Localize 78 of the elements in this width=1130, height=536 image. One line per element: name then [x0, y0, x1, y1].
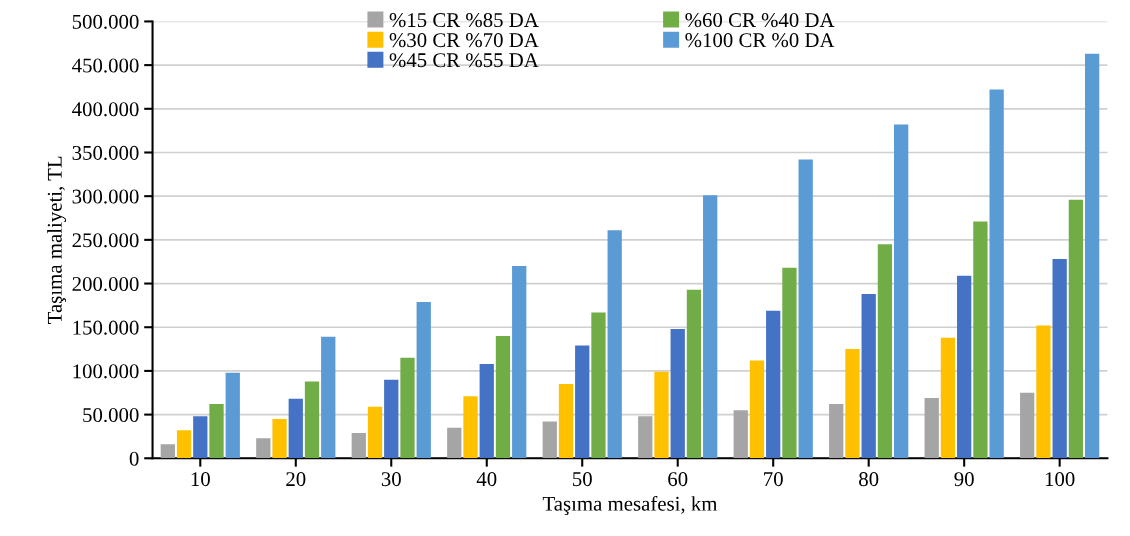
x-tick-label: 40	[476, 472, 497, 487]
y-tick-label: 200.000	[72, 276, 139, 292]
bar	[591, 312, 606, 459]
y-tick-label: 0	[129, 451, 139, 466]
y-tick-label: 300.000	[72, 189, 139, 204]
x-tick-label: 90	[954, 472, 974, 487]
legend-label: %15 CR %85 DA	[389, 13, 539, 28]
bar	[877, 244, 893, 459]
bar	[447, 427, 462, 459]
bar	[894, 124, 909, 459]
bar	[940, 337, 956, 459]
x-tick-label: 30	[381, 472, 401, 487]
bar	[1052, 259, 1067, 459]
y-axis-title: Taşıma maliyeti, TL	[47, 156, 67, 324]
bar	[1068, 199, 1084, 459]
bar	[957, 275, 972, 459]
bar	[1036, 325, 1051, 459]
bar	[256, 438, 271, 459]
legend-label: %45 CR %55 DA	[389, 53, 539, 68]
bar	[542, 421, 557, 459]
bar	[798, 159, 813, 459]
bar	[225, 372, 240, 459]
bar	[558, 384, 574, 459]
x-tick-label: 60	[668, 472, 688, 487]
bar	[654, 371, 669, 459]
bar	[176, 430, 192, 459]
bar	[845, 349, 860, 459]
y-tick-label: 350.000	[72, 145, 139, 161]
bar	[321, 336, 336, 459]
legend-label: %100 CR %0 DA	[685, 33, 835, 48]
bar	[495, 335, 511, 459]
bar	[829, 404, 844, 459]
bar	[575, 345, 590, 459]
bar	[989, 89, 1004, 459]
y-tick-label: 500.000	[72, 14, 139, 29]
bar	[479, 363, 494, 459]
bar	[749, 360, 765, 459]
bar	[209, 404, 224, 459]
bar	[304, 381, 320, 459]
x-tick-label: 100	[1045, 472, 1075, 487]
bar	[1084, 53, 1100, 459]
bar	[924, 398, 939, 459]
bar	[160, 444, 175, 459]
bar	[638, 416, 653, 459]
bar	[193, 416, 208, 459]
bar	[782, 267, 797, 459]
bar	[703, 195, 718, 459]
x-tick-label: 80	[859, 472, 879, 487]
bar	[384, 379, 399, 459]
bar	[670, 328, 685, 459]
bar	[861, 294, 876, 459]
bar	[607, 230, 622, 459]
bar	[766, 310, 781, 459]
y-tick-label: 450.000	[72, 58, 139, 73]
bar	[400, 357, 415, 459]
y-tick-label: 150.000	[73, 320, 139, 335]
bar	[1020, 392, 1035, 459]
bar	[367, 406, 383, 459]
x-tick-label: 70	[764, 472, 783, 487]
bar	[973, 221, 988, 459]
bar	[733, 410, 748, 459]
x-axis-title: Taşıma mesafesi, km	[542, 495, 718, 516]
y-tick-label: 250.000	[72, 233, 139, 248]
y-tick-label: 100.000	[73, 364, 139, 379]
x-tick-label: 20	[286, 472, 306, 487]
y-tick-label: 50.000	[83, 407, 139, 423]
x-tick-label: 50	[573, 472, 592, 487]
legend-label: %60 CR %40 DA	[685, 13, 835, 28]
bar	[416, 301, 431, 459]
bar	[686, 289, 702, 459]
x-tick-label: 10	[191, 472, 210, 487]
bar	[288, 398, 303, 459]
y-tick-label: 400.000	[72, 102, 139, 117]
bar	[512, 266, 527, 459]
bar	[351, 432, 366, 459]
bar	[272, 418, 287, 459]
legend-label: %30 CR %70 DA	[389, 33, 539, 48]
bar	[463, 396, 478, 459]
